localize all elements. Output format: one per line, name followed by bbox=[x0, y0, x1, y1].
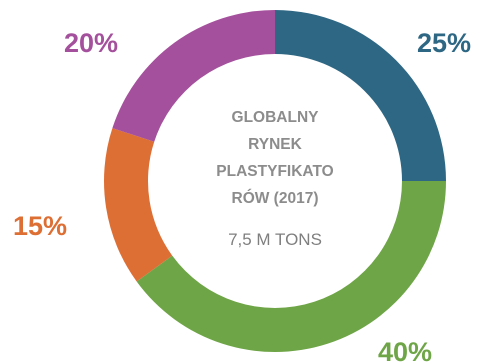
donut-slice-2 bbox=[136, 181, 447, 353]
slice-label-4: 20% bbox=[64, 28, 118, 58]
center-title-line-4: RÓW (2017) bbox=[232, 189, 319, 207]
donut-slices bbox=[104, 10, 447, 353]
center-title-line-1: GLOBALNY bbox=[232, 109, 320, 126]
center-total-value: 7,5 M TONS bbox=[228, 230, 322, 249]
center-title-line-3: PLASTYFIKATO bbox=[216, 163, 333, 180]
donut-slice-3 bbox=[104, 128, 173, 282]
slice-label-3: 15% bbox=[13, 211, 67, 241]
donut-slice-1 bbox=[275, 10, 446, 181]
donut-slice-4 bbox=[112, 10, 275, 142]
center-title-line-2: RYNEK bbox=[248, 136, 302, 153]
slice-label-2: 40% bbox=[378, 337, 432, 363]
slice-label-1: 25% bbox=[417, 28, 471, 58]
